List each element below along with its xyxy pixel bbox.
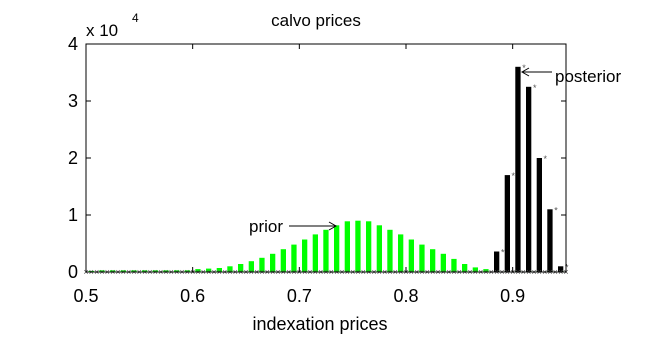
prior-bar — [99, 270, 105, 272]
x-axis-label: indexation prices — [252, 314, 387, 334]
x-axis: 0.5 0.6 0.7 0.8 0.9 — [73, 44, 525, 306]
prior-bar — [270, 253, 276, 272]
prior-bar — [430, 249, 436, 272]
prior-bar — [110, 270, 116, 272]
posterior-bar — [547, 209, 553, 272]
posterior-marker: * — [554, 205, 558, 215]
posterior-bar — [515, 66, 521, 272]
prior-bar — [312, 234, 318, 272]
x-tick-label: 0.5 — [73, 286, 98, 306]
posterior-bar — [536, 158, 542, 272]
chart-title: calvo prices — [271, 11, 361, 30]
y-tick-label: 2 — [68, 148, 78, 168]
y-tick-label: 1 — [68, 205, 78, 225]
prior-bar — [291, 244, 297, 272]
posterior-bar — [526, 86, 532, 273]
prior-bar — [248, 261, 254, 272]
prior-bar — [206, 268, 212, 272]
posterior-marker: * — [522, 63, 526, 73]
posterior-bar — [504, 175, 510, 272]
prior-bar — [376, 225, 382, 272]
y-multiplier-label: x 10 — [86, 21, 118, 40]
prior-bar — [131, 270, 137, 272]
posterior-annotation: posterior — [555, 67, 621, 86]
prior-bar — [227, 266, 233, 272]
prior-bar — [483, 269, 489, 272]
y-multiplier-exponent: 4 — [132, 11, 139, 25]
prior-bar — [280, 249, 286, 272]
prior-bar — [462, 264, 468, 272]
prior-bar — [355, 220, 361, 272]
prior-bar — [174, 270, 180, 272]
posterior-arrow-head — [520, 67, 530, 77]
prior-bar — [451, 258, 457, 272]
prior-bars — [88, 220, 564, 273]
prior-bar — [163, 270, 169, 272]
posterior-marker: * — [533, 83, 537, 93]
prior-bar — [142, 270, 148, 272]
prior-bar — [398, 234, 404, 272]
prior-bar — [366, 221, 372, 272]
prior-bar — [238, 264, 244, 272]
posterior-marker: * — [544, 154, 548, 164]
x-tick-label: 0.9 — [500, 286, 525, 306]
y-tick-label: 0 — [68, 262, 78, 282]
prior-bar — [323, 229, 329, 272]
prior-bar — [195, 269, 201, 272]
posterior-marker: * — [501, 248, 505, 258]
posterior-bar — [558, 266, 564, 272]
prior-bar — [152, 270, 158, 272]
prior-annotation: prior — [249, 217, 283, 236]
prior-bar — [408, 239, 414, 272]
prior-bar — [120, 270, 126, 272]
prior-bar — [302, 239, 308, 272]
x-tick-label: 0.6 — [180, 286, 205, 306]
posterior-marker: * — [565, 262, 569, 272]
prior-bar — [216, 268, 222, 272]
prior-bar — [259, 257, 265, 273]
prior-bar — [419, 244, 425, 272]
y-tick-label: 4 — [68, 34, 78, 54]
prior-bar — [184, 270, 190, 272]
prior-arrow-head — [328, 221, 338, 231]
prior-bar — [472, 267, 478, 272]
x-tick-label: 0.7 — [287, 286, 312, 306]
posterior-bar — [494, 251, 500, 272]
prior-bar — [88, 270, 94, 272]
y-axis: 0 1 2 3 4 — [68, 34, 566, 282]
prior-bar — [440, 253, 446, 272]
prior-bar — [387, 229, 393, 272]
prior-bar — [334, 225, 340, 272]
x-tick-label: 0.8 — [393, 286, 418, 306]
y-tick-label: 3 — [68, 91, 78, 111]
prior-bar — [344, 221, 350, 272]
posterior-bars — [494, 66, 564, 273]
posterior-marker: * — [512, 171, 516, 181]
